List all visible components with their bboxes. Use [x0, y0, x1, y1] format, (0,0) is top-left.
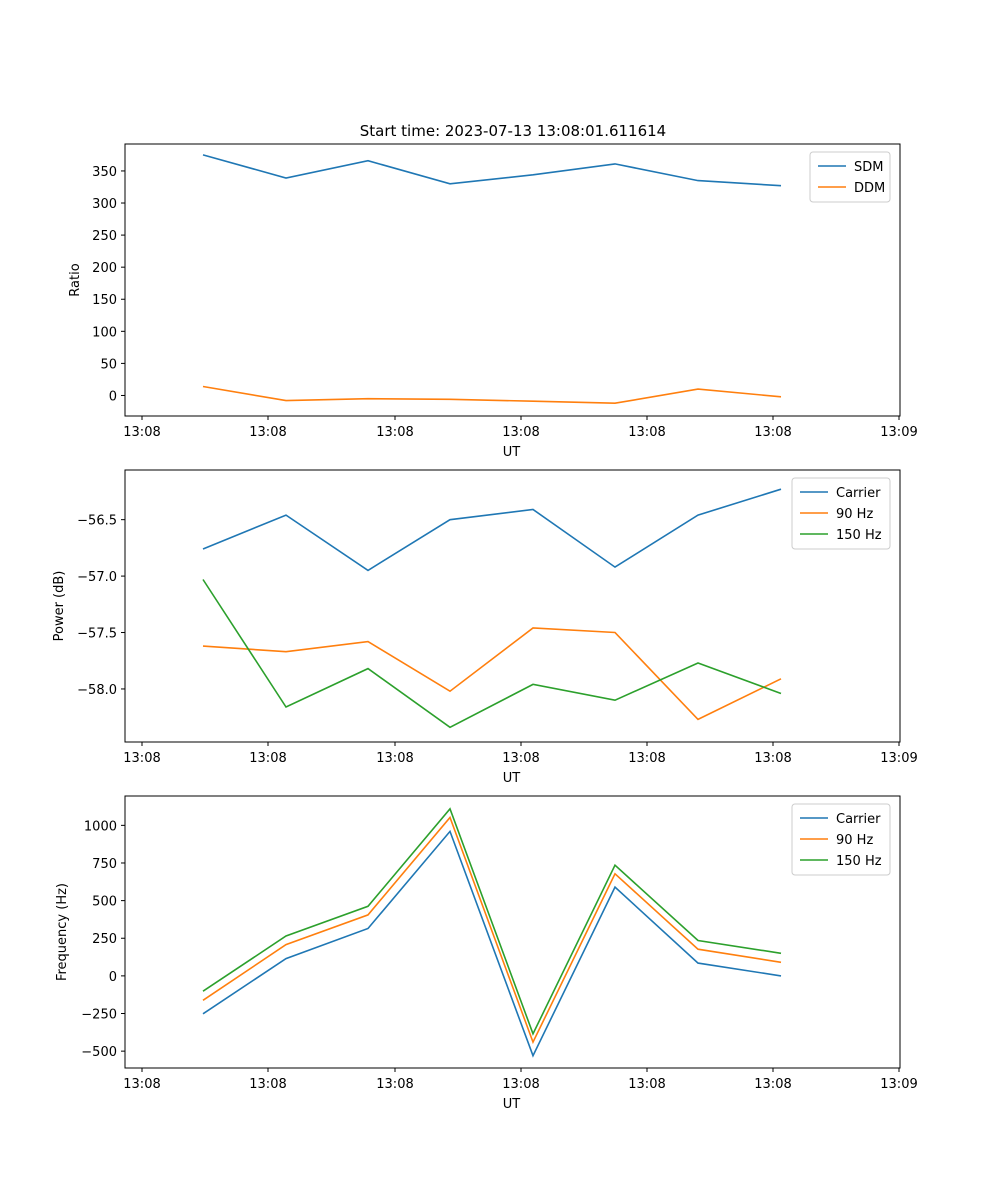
y-tick-label: −500	[81, 1045, 117, 1060]
y-tick-label: 350	[92, 165, 117, 180]
legend-entry: DDM	[854, 181, 885, 196]
x-tick-label: 13:08	[502, 751, 539, 766]
x-tick-label: 13:08	[628, 425, 665, 440]
y-axis-label: Frequency (Hz)	[55, 883, 70, 981]
series-line-sdm	[202, 154, 782, 187]
legend-box	[791, 803, 891, 876]
x-tick-label: 13:08	[376, 751, 413, 766]
series-line-150-hz	[202, 807, 782, 1036]
y-tick-label: 500	[92, 895, 117, 910]
power-chart-panel: 13:08 13:08 13:08 13:08 13:08 13:08 13:09 −58.0…	[52, 469, 918, 786]
x-tick-label: 13:08	[123, 425, 160, 440]
plot-frame	[124, 795, 901, 1069]
y-tick-label: −58.0	[77, 683, 117, 698]
x-tick-label: 13:09	[880, 1077, 917, 1092]
series-line-carrier	[202, 488, 782, 572]
legend-entry: 150 Hz	[836, 854, 882, 869]
series-line-carrier	[202, 829, 782, 1058]
x-tick-label: 13:08	[249, 1077, 286, 1092]
x-tick-label: 13:08	[249, 751, 286, 766]
x-axis-label: UT	[503, 1097, 521, 1112]
series-line-90-hz	[202, 815, 782, 1045]
legend-entry: 150 Hz	[836, 528, 882, 543]
y-tick-label: −57.0	[77, 570, 117, 585]
y-tick-label: 1000	[84, 819, 117, 834]
plot-frame	[124, 469, 901, 743]
series-line-90-hz	[202, 627, 782, 721]
y-tick-label: 300	[92, 197, 117, 212]
legend-entry: SDM	[854, 160, 883, 175]
y-tick-label: 100	[92, 325, 117, 340]
x-tick-label: 13:08	[754, 1077, 791, 1092]
x-tick-label: 13:08	[502, 1077, 539, 1092]
y-tick-label: 750	[92, 857, 117, 872]
x-tick-label: 13:09	[880, 425, 917, 440]
ratio-chart-panel: 13:08 13:08 13:08 13:08 13:08 13:08 13:09 0 50 10…	[68, 143, 918, 460]
x-tick-label: 13:08	[502, 425, 539, 440]
plot-frame	[124, 143, 901, 417]
x-tick-label: 13:08	[249, 425, 286, 440]
y-axis-label: Power (dB)	[52, 571, 67, 642]
y-tick-label: 250	[92, 229, 117, 244]
legend-box	[809, 151, 891, 203]
x-tick-label: 13:08	[754, 425, 791, 440]
legend-entry: Carrier	[836, 812, 881, 827]
y-tick-label: 200	[92, 261, 117, 276]
x-tick-label: 13:08	[754, 751, 791, 766]
x-tick-label: 13:08	[628, 751, 665, 766]
x-tick-label: 13:08	[376, 1077, 413, 1092]
y-tick-label: 0	[109, 970, 117, 985]
y-tick-label: 150	[92, 293, 117, 308]
y-axis-label: Ratio	[68, 263, 83, 296]
x-tick-label: 13:08	[628, 1077, 665, 1092]
legend-entry: 90 Hz	[836, 507, 873, 522]
x-tick-label: 13:08	[376, 425, 413, 440]
legend-entry: Carrier	[836, 486, 881, 501]
x-axis-label: UT	[503, 771, 521, 786]
legend-entry: 90 Hz	[836, 833, 873, 848]
y-tick-label: −57.5	[77, 627, 117, 642]
y-tick-label: −250	[81, 1008, 117, 1023]
x-tick-label: 13:09	[880, 751, 917, 766]
y-tick-label: 0	[109, 389, 117, 404]
legend-box	[791, 477, 891, 550]
x-tick-label: 13:08	[123, 751, 160, 766]
x-axis-label: UT	[503, 445, 521, 460]
chart-title: Start time: 2023-07-13 13:08:01.611614	[360, 122, 666, 140]
frequency-chart-panel: 13:08 13:08 13:08 13:08 13:08 13:08 13:09 −500 −…	[55, 795, 918, 1112]
x-tick-label: 13:08	[123, 1077, 160, 1092]
y-tick-label: −56.5	[77, 514, 117, 529]
series-line-150-hz	[202, 579, 782, 729]
y-tick-label: 50	[100, 357, 117, 372]
y-tick-label: 250	[92, 932, 117, 947]
series-line-ddm	[202, 385, 782, 405]
